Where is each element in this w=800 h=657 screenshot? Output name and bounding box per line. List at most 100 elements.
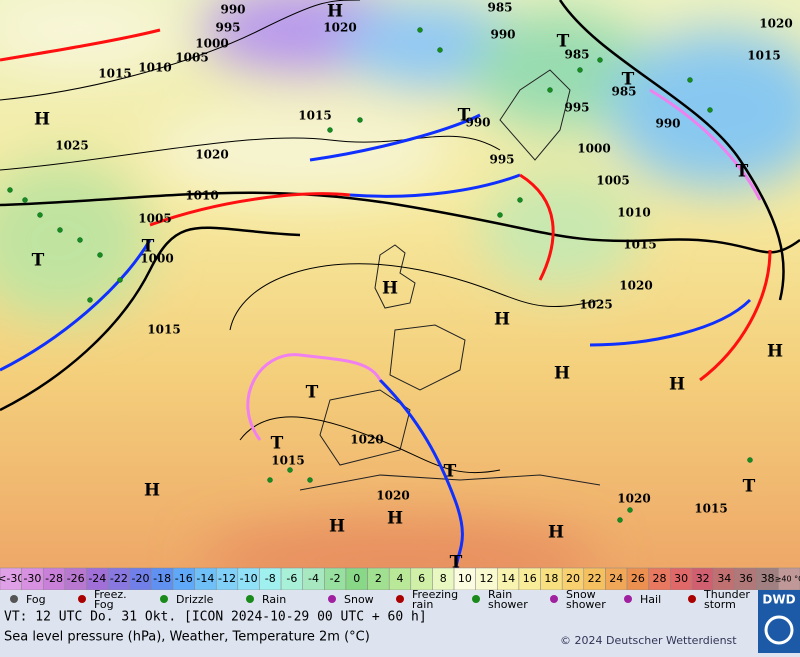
pressure-labels: H10209909951000100510101015H102510209859… <box>32 1 793 573</box>
scale-label: 22 <box>588 572 602 585</box>
rain-symbol <box>747 457 753 463</box>
legend-label: Rain shower <box>488 588 528 611</box>
pressure-label: H <box>554 364 570 384</box>
pressure-label: 995 <box>215 21 240 35</box>
pressure-label: 990 <box>655 117 680 131</box>
pressure-label: 1000 <box>140 252 173 266</box>
weather-legend: Fog Freez. Fog Drizzle Rain Snow Freezing rain R… <box>10 588 750 611</box>
pressure-label: 1015 <box>694 502 727 516</box>
dwd-logo-text: DWD <box>762 593 795 607</box>
pressure-label: 1025 <box>55 139 88 153</box>
legend-icon <box>10 595 18 603</box>
scale-label: -8 <box>265 572 276 585</box>
pressure-label: H <box>669 375 685 395</box>
pressure-label: 995 <box>489 153 514 167</box>
scale-label: -28 <box>45 572 63 585</box>
pressure-label: 1015 <box>747 49 780 63</box>
legend-label: Fog <box>26 593 46 606</box>
scale-label: 24 <box>609 572 623 585</box>
pressure-label: T <box>306 383 319 403</box>
rain-symbol <box>627 507 633 513</box>
legend-label: Freez. Fog <box>94 588 127 611</box>
pressure-label: T <box>444 462 457 482</box>
pressure-label: 1020 <box>759 17 792 31</box>
pressure-label: 1020 <box>195 148 228 162</box>
legend-label: Freezing rain <box>412 588 458 611</box>
rain-symbol <box>37 212 43 218</box>
pressure-label: H <box>767 342 783 362</box>
scale-label: 4 <box>397 572 404 585</box>
legend-icon <box>160 595 168 603</box>
scale-label: <-30 <box>0 572 24 585</box>
rain-symbol <box>97 252 103 258</box>
scale-label: 10 <box>458 572 472 585</box>
rain-symbol <box>307 477 313 483</box>
scale-label: 18 <box>544 572 558 585</box>
pressure-label: T <box>622 70 635 90</box>
scale-label: -22 <box>110 572 128 585</box>
rain-symbol <box>7 187 13 193</box>
pressure-label: 1020 <box>617 492 650 506</box>
pressure-label: 1015 <box>98 67 131 81</box>
legend-icon <box>472 595 480 603</box>
pressure-label: T <box>736 162 749 182</box>
pressure-label: 1000 <box>577 142 610 156</box>
rain-symbol <box>22 197 28 203</box>
rain-symbol <box>577 67 583 73</box>
rain-symbol <box>497 212 503 218</box>
scale-label: 20 <box>566 572 580 585</box>
rain-symbol <box>287 467 293 473</box>
pressure-label: H <box>34 110 50 130</box>
isobars <box>0 0 800 474</box>
scale-label: -6 <box>286 572 297 585</box>
legend-icon <box>246 595 254 603</box>
rain-symbol <box>57 227 63 233</box>
scale-label: -4 <box>308 572 319 585</box>
scale-label: -10 <box>240 572 258 585</box>
rain-symbol <box>417 27 423 33</box>
pressure-label: 1010 <box>185 189 218 203</box>
valid-time: VT: 12 UTC Do. 31 Okt. [ICON 2024-10-29 … <box>4 610 427 625</box>
scale-label: 26 <box>631 572 645 585</box>
pressure-label: H <box>387 509 403 529</box>
legend-icon <box>688 595 696 603</box>
pressure-label: 985 <box>564 48 589 62</box>
pressure-label: 985 <box>487 1 512 15</box>
scale-label: -2 <box>330 572 341 585</box>
pressure-label: H <box>494 310 510 330</box>
pressure-label: 1015 <box>623 238 656 252</box>
legend-icon <box>78 595 86 603</box>
rain-symbol <box>77 237 83 243</box>
legend-label: Snow <box>344 593 374 606</box>
pressure-label: 1020 <box>376 489 409 503</box>
rain-symbol <box>617 517 623 523</box>
rain-symbol <box>267 477 273 483</box>
rain-symbol <box>707 107 713 113</box>
scale-label: 36 <box>739 572 753 585</box>
rain-symbol <box>517 197 523 203</box>
scale-label: 34 <box>717 572 731 585</box>
pressure-label: 1010 <box>138 61 171 75</box>
scale-label: -12 <box>218 572 236 585</box>
scale-label: 16 <box>523 572 537 585</box>
scale-label: -26 <box>67 572 85 585</box>
pressure-label: H <box>329 517 345 537</box>
legend-icon <box>396 595 404 603</box>
pressure-label: 1025 <box>579 298 612 312</box>
pressure-label: 1020 <box>350 433 383 447</box>
pressure-label: 985 <box>611 85 636 99</box>
scale-label: -24 <box>88 572 106 585</box>
scale-label: 30 <box>674 572 688 585</box>
pressure-label: 995 <box>564 101 589 115</box>
pressure-label: T <box>450 553 463 573</box>
scale-label: 12 <box>479 572 493 585</box>
pressure-label: T <box>743 477 756 497</box>
pressure-label: T <box>32 251 45 271</box>
rain-symbol <box>357 117 363 123</box>
legend-icon <box>550 595 558 603</box>
scale-label: 14 <box>501 572 515 585</box>
pressure-label: H <box>144 481 160 501</box>
legend-label: Thunder storm <box>703 588 750 611</box>
